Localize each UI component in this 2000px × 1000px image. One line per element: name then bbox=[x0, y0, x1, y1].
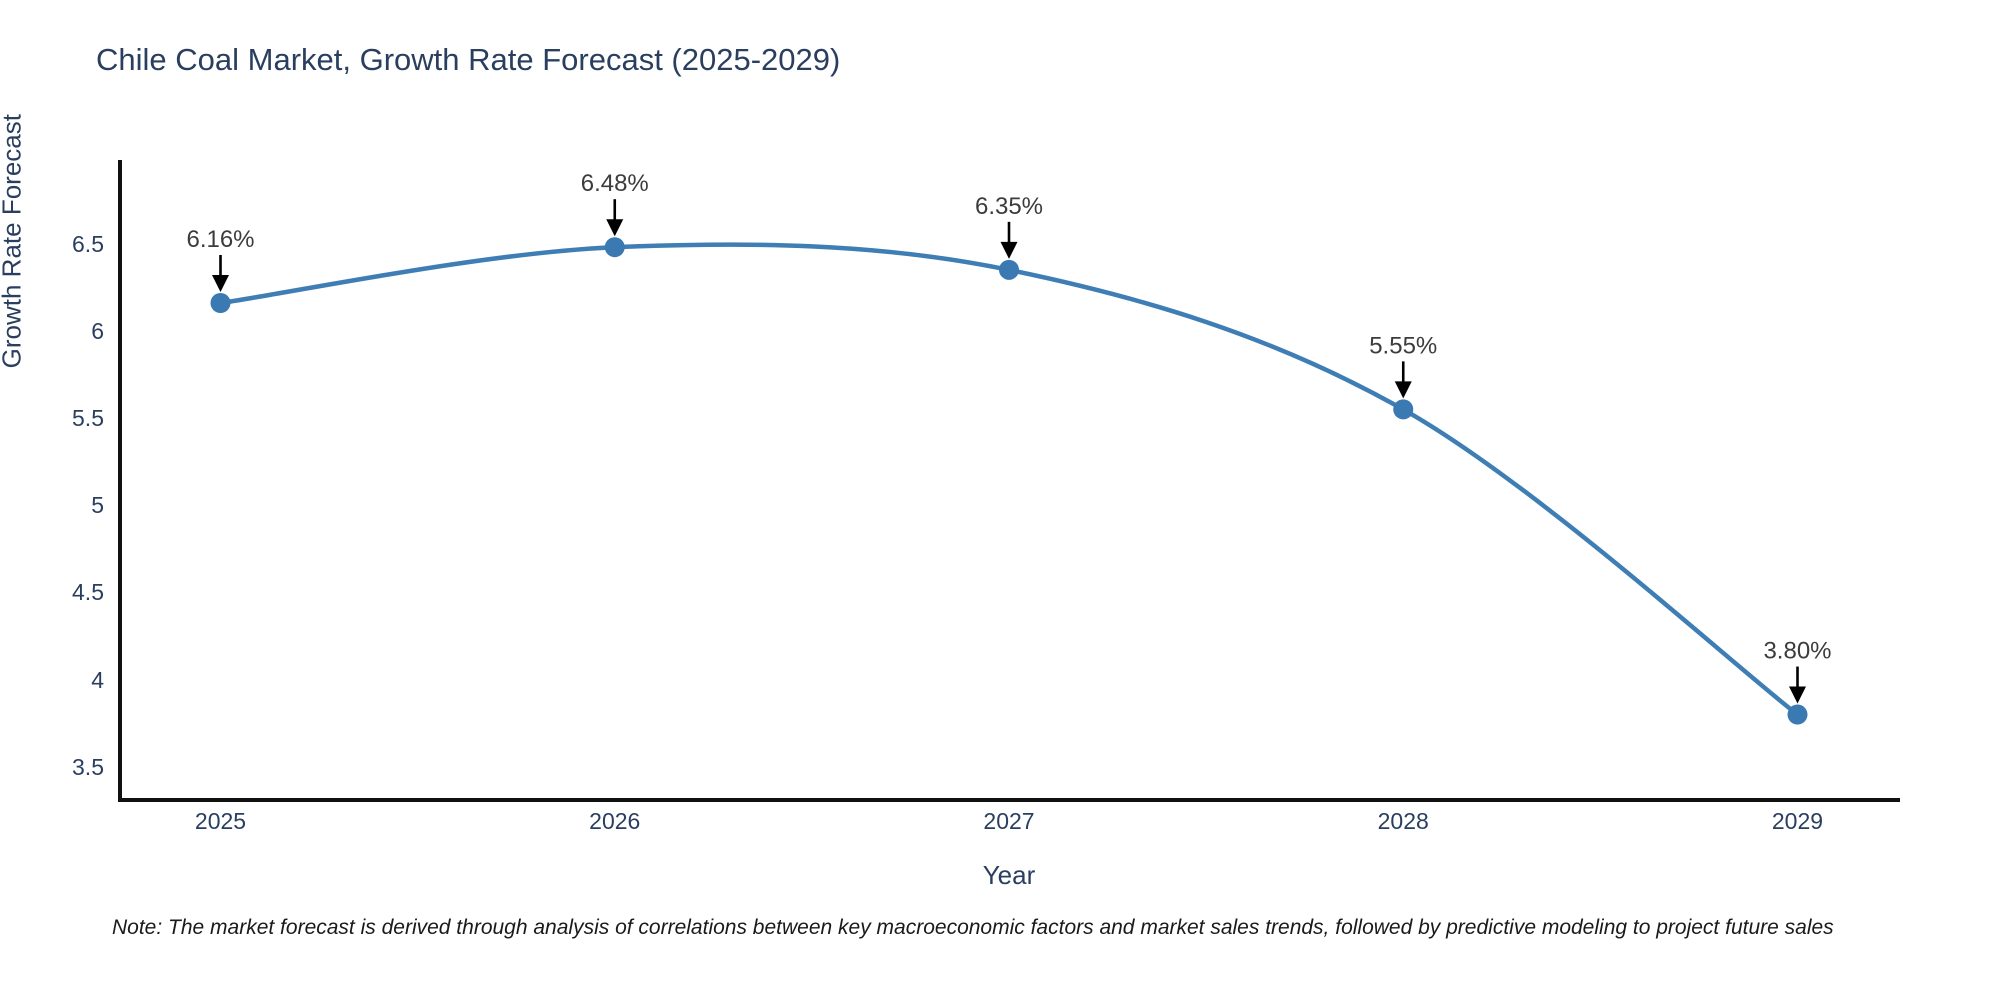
forecast-line bbox=[218, 242, 1800, 717]
data-point-label: 6.16% bbox=[186, 226, 254, 253]
annotation-arrow-head-icon bbox=[212, 274, 230, 292]
y-tick-label-6.5: 6.5 bbox=[72, 230, 104, 257]
data-point-label: 3.80% bbox=[1763, 638, 1831, 665]
data-point-2025[interactable] bbox=[210, 292, 231, 313]
x-tick-label-2027: 2027 bbox=[983, 808, 1035, 834]
y-tick-label-4: 4 bbox=[91, 666, 104, 693]
data-point-label: 5.55% bbox=[1369, 332, 1437, 359]
y-tick-label-5.5: 5.5 bbox=[72, 405, 104, 432]
data-point-2027[interactable] bbox=[999, 259, 1019, 280]
x-tick-label-2029: 2029 bbox=[1771, 808, 1824, 834]
y-tick-label-6: 6 bbox=[91, 317, 104, 344]
annotation-arrow-head-icon bbox=[606, 219, 624, 237]
x-axis-title: Year bbox=[982, 860, 1036, 890]
x-tick-label-2028: 2028 bbox=[1377, 808, 1429, 834]
y-tick-label-5: 5 bbox=[91, 492, 104, 519]
annotation-arrow-head-icon bbox=[1000, 241, 1018, 259]
chart-title: Chile Coal Market, Growth Rate Forecast … bbox=[96, 42, 841, 77]
x-tick-label-2026: 2026 bbox=[589, 808, 641, 834]
footnote: Note: The market forecast is derived thr… bbox=[112, 916, 1834, 939]
x-tick-label-2025: 2025 bbox=[194, 808, 247, 834]
data-point-2026[interactable] bbox=[604, 237, 625, 258]
data-point-label: 6.35% bbox=[975, 193, 1043, 220]
annotation-arrow-head-icon bbox=[1788, 686, 1806, 704]
data-point-label: 6.48% bbox=[581, 170, 649, 197]
data-point-2029[interactable] bbox=[1787, 704, 1808, 725]
annotation-arrow-head-icon bbox=[1394, 381, 1412, 399]
data-point-2028[interactable] bbox=[1393, 399, 1414, 420]
y-tick-label-3.5: 3.5 bbox=[72, 753, 104, 780]
y-tick-label-4.5: 4.5 bbox=[72, 579, 104, 606]
